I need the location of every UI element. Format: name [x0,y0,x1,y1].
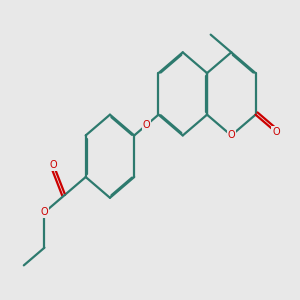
Text: O: O [50,160,57,170]
Text: O: O [227,130,235,140]
Text: O: O [40,207,48,218]
Text: O: O [142,120,150,130]
Text: O: O [272,127,280,137]
